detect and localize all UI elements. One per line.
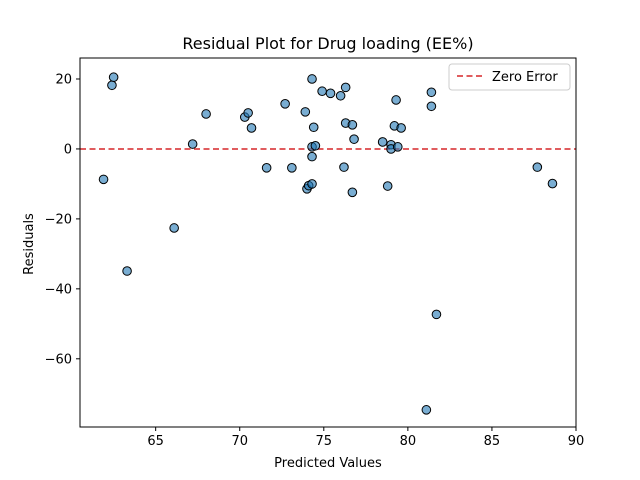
data-point [243, 108, 253, 118]
data-point [347, 120, 358, 130]
data-point [391, 95, 401, 105]
data-point [107, 80, 117, 91]
data-point [335, 90, 346, 101]
data-point [396, 123, 406, 133]
x-tick-label: 70 [231, 434, 248, 449]
y-axis-ticks: 20 0 −20 −40 −60 [45, 72, 80, 367]
y-axis-title: Residuals [22, 213, 37, 275]
x-tick-label: 75 [316, 434, 333, 449]
y-tick-label: −60 [45, 352, 72, 367]
data-point [339, 162, 349, 172]
x-tick-label: 65 [147, 434, 164, 449]
data-point [347, 187, 358, 198]
data-point [307, 179, 317, 189]
data-point [246, 123, 257, 133]
data-point [431, 309, 442, 320]
data-point [532, 162, 543, 172]
x-tick-label: 85 [484, 434, 501, 449]
data-points [98, 72, 558, 415]
data-point [287, 163, 297, 173]
data-point [382, 181, 393, 191]
data-point [421, 405, 432, 415]
y-tick-label: 20 [55, 72, 72, 87]
y-tick-label: −40 [45, 282, 72, 297]
data-point [169, 223, 179, 233]
data-point [201, 109, 211, 119]
data-point [340, 82, 351, 93]
data-point [300, 107, 311, 117]
data-point [308, 122, 319, 133]
data-point [349, 134, 359, 144]
data-point [377, 137, 388, 147]
plot-area [79, 57, 577, 428]
data-point [98, 174, 109, 185]
data-point [426, 101, 437, 112]
data-point [307, 151, 317, 162]
x-axis-title: Predicted Values [274, 456, 382, 471]
legend-zero-error-label: Zero Error [492, 70, 558, 85]
axes-background [80, 58, 576, 427]
y-tick-label: 0 [64, 142, 72, 157]
x-axis-ticks: 65 70 75 80 85 90 [147, 427, 584, 449]
data-point [392, 142, 403, 152]
data-point [426, 87, 437, 98]
legend: Zero Error [448, 63, 571, 91]
x-tick-label: 80 [400, 434, 417, 449]
x-tick-label: 90 [568, 434, 585, 449]
data-point [122, 266, 132, 276]
data-point [307, 74, 317, 84]
data-point [280, 99, 290, 109]
data-point [261, 163, 272, 173]
chart-title: Residual Plot for Drug loading (EE%) [182, 34, 473, 53]
data-point [325, 88, 336, 99]
legend-box [448, 63, 571, 91]
data-point [108, 72, 119, 83]
axes-frame [79, 57, 577, 428]
data-point [187, 139, 198, 149]
y-tick-label: −20 [45, 212, 72, 227]
data-point [547, 178, 558, 189]
data-point [310, 140, 321, 151]
data-point [317, 86, 327, 97]
